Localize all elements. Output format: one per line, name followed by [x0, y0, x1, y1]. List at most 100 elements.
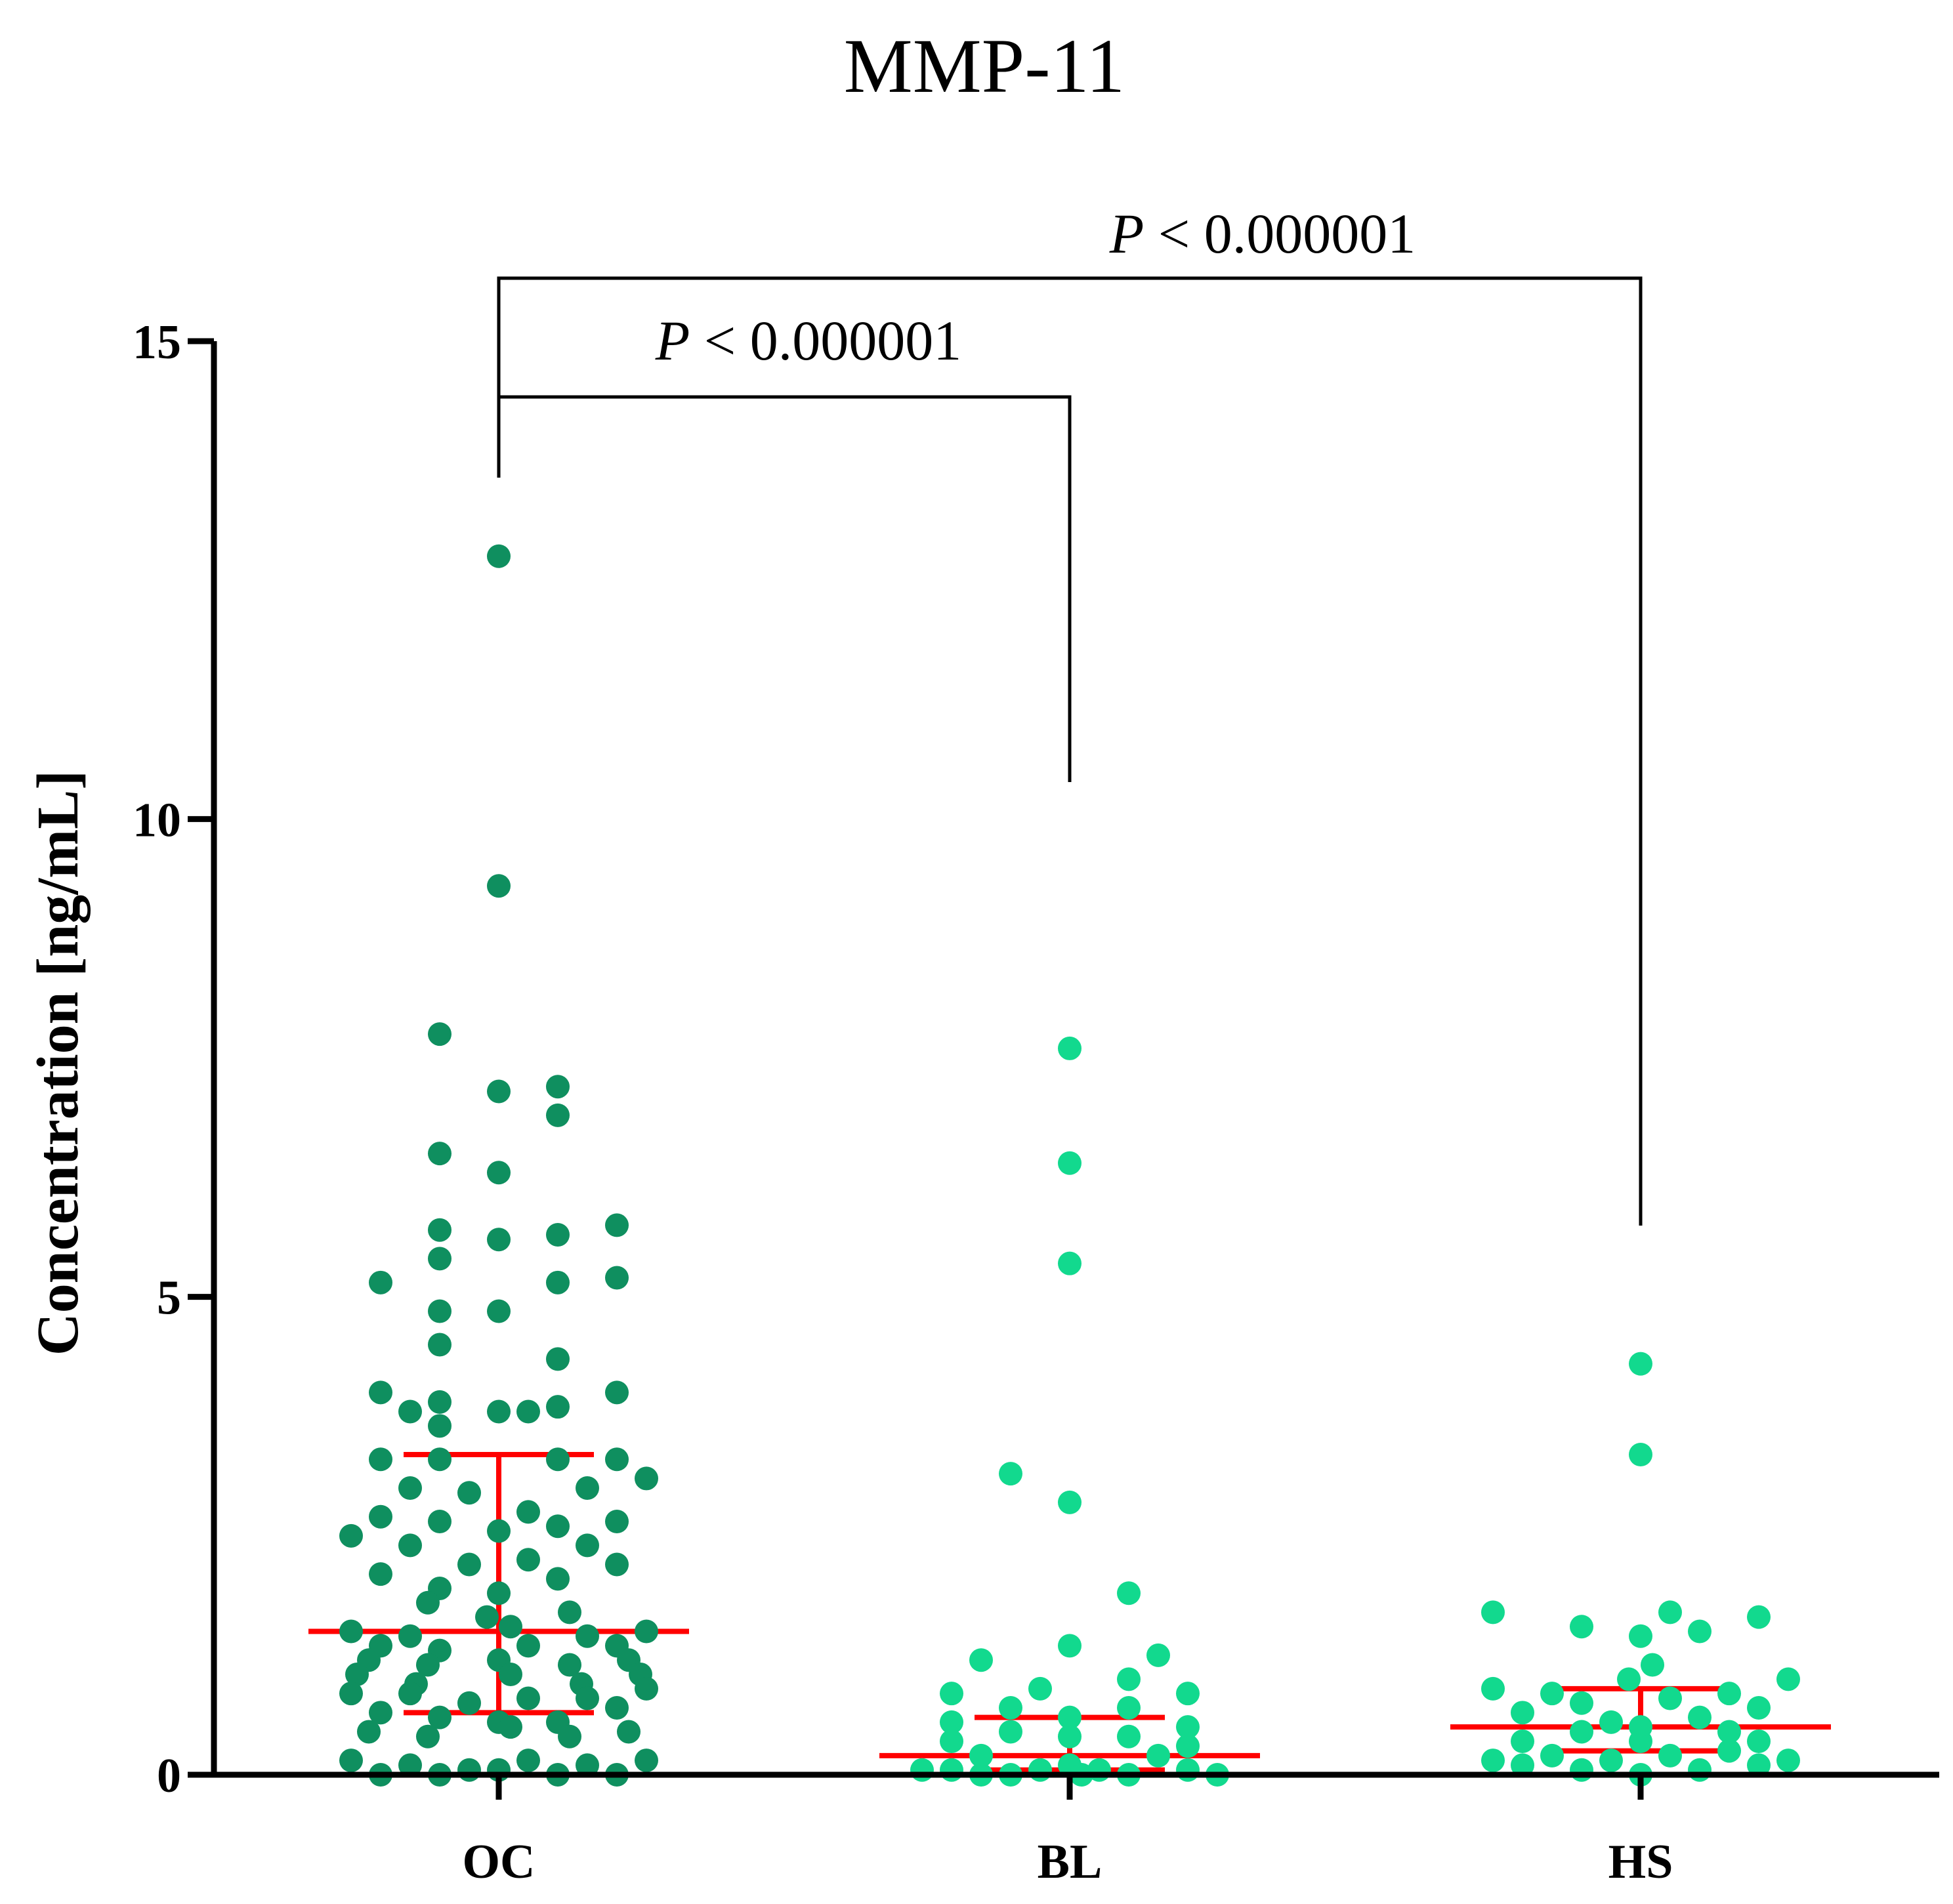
point-oc: [475, 1605, 499, 1629]
point-oc: [635, 1749, 658, 1773]
point-oc: [605, 1447, 629, 1472]
point-oc: [457, 1481, 481, 1505]
point-oc: [576, 1753, 599, 1777]
point-oc: [369, 1380, 392, 1405]
point-bl: [1176, 1682, 1200, 1706]
point-oc: [428, 1247, 452, 1271]
point-oc: [339, 1523, 363, 1548]
point-oc: [428, 1218, 452, 1242]
point-bl: [1058, 1705, 1082, 1729]
point-hs: [1717, 1739, 1741, 1763]
y-ticks: 0 5 10 15: [133, 316, 214, 1803]
point-oc: [398, 1533, 422, 1558]
point-bl: [1176, 1734, 1200, 1758]
point-oc: [558, 1600, 581, 1625]
point-bl: [1176, 1758, 1200, 1782]
point-bl: [1058, 1251, 1082, 1275]
point-oc: [487, 1228, 511, 1252]
point-hs: [1658, 1743, 1682, 1768]
point-bl: [1117, 1581, 1141, 1605]
point-bl: [1028, 1676, 1052, 1701]
point-bl: [1058, 1634, 1082, 1658]
point-oc: [369, 1504, 392, 1529]
point-bl: [1028, 1758, 1052, 1782]
point-oc: [357, 1720, 381, 1744]
point-oc: [428, 1022, 452, 1046]
point-oc: [546, 1103, 570, 1127]
point-hs: [1629, 1443, 1652, 1467]
point-bl: [999, 1462, 1022, 1486]
y-tick-label: 0: [157, 1749, 181, 1803]
point-oc: [487, 1581, 511, 1605]
point-hs: [1747, 1605, 1771, 1629]
chart-title: MMP-11: [844, 23, 1125, 109]
point-oc: [428, 1142, 452, 1166]
point-hs: [1747, 1696, 1771, 1720]
point-oc: [576, 1476, 599, 1500]
point-bl: [1146, 1643, 1170, 1667]
point-bl: [999, 1720, 1022, 1744]
point-oc: [487, 1519, 511, 1543]
x-tick-label-hs: HS: [1608, 1835, 1673, 1889]
point-bl: [1058, 1490, 1082, 1514]
point-hs: [1641, 1653, 1664, 1677]
point-oc: [546, 1447, 570, 1472]
point-oc: [558, 1653, 581, 1677]
point-hs: [1481, 1749, 1505, 1773]
point-hs: [1658, 1686, 1682, 1710]
point-oc: [487, 1299, 511, 1323]
point-oc: [416, 1724, 440, 1749]
point-hs: [1481, 1600, 1505, 1625]
point-oc: [457, 1691, 481, 1715]
point-bl: [1176, 1715, 1200, 1739]
point-oc: [546, 1270, 570, 1294]
point-hs: [1511, 1729, 1534, 1754]
point-oc: [416, 1590, 440, 1615]
point-oc: [546, 1395, 570, 1419]
x-tick-label-bl: BL: [1038, 1835, 1102, 1889]
point-oc: [487, 1079, 511, 1104]
point-oc: [516, 1548, 540, 1572]
point-bl: [1117, 1667, 1141, 1691]
point-oc: [516, 1500, 540, 1524]
point-hs: [1717, 1720, 1741, 1744]
point-bl: [969, 1743, 993, 1768]
point-oc: [369, 1562, 392, 1586]
point-oc: [516, 1749, 540, 1773]
point-oc: [558, 1724, 581, 1749]
point-hs: [1570, 1615, 1593, 1639]
point-oc: [369, 1270, 392, 1294]
point-hs: [1747, 1753, 1771, 1777]
point-hs: [1747, 1729, 1771, 1754]
point-bl: [910, 1758, 934, 1782]
point-hs: [1617, 1667, 1641, 1691]
point-bl: [1117, 1696, 1141, 1720]
point-oc: [369, 1447, 392, 1472]
y-axis-label: Concentration [ng/mL]: [26, 770, 91, 1356]
point-oc: [635, 1676, 658, 1701]
point-oc: [428, 1299, 452, 1323]
point-oc: [428, 1333, 452, 1357]
point-oc: [457, 1552, 481, 1577]
point-hs: [1688, 1705, 1712, 1729]
point-hs: [1629, 1352, 1652, 1376]
point-oc: [546, 1567, 570, 1591]
y-tick-label: 15: [133, 316, 181, 369]
point-hs: [1688, 1619, 1712, 1644]
point-bl: [940, 1682, 963, 1706]
point-oc: [457, 1758, 481, 1782]
point-bl: [1058, 1724, 1082, 1749]
point-oc: [605, 1552, 629, 1577]
point-oc: [617, 1720, 640, 1744]
point-oc: [605, 1266, 629, 1290]
p-value-label-oc-bl: P < 0.000001: [655, 309, 962, 372]
point-oc: [605, 1380, 629, 1405]
y-tick-label: 10: [133, 793, 181, 847]
point-oc: [345, 1663, 369, 1687]
point-hs: [1570, 1720, 1593, 1744]
point-oc: [499, 1715, 522, 1739]
point-oc: [428, 1705, 452, 1729]
point-bl: [1117, 1724, 1141, 1749]
point-oc: [416, 1653, 440, 1677]
